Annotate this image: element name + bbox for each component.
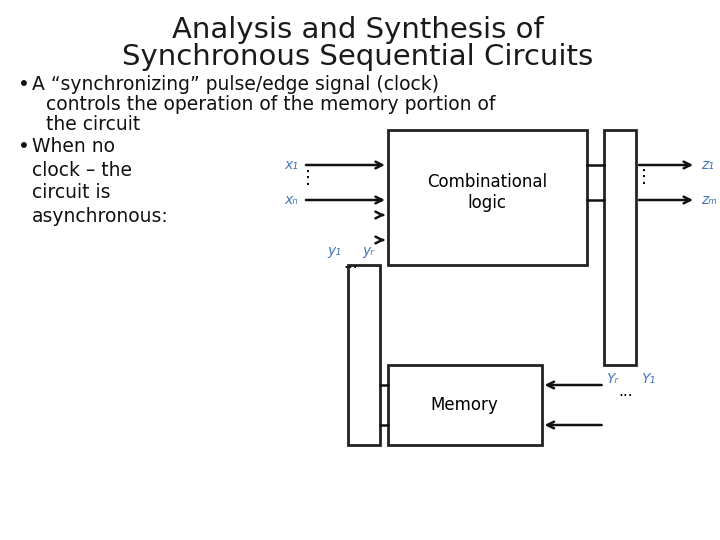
Text: •: • <box>18 76 30 94</box>
Text: controls the operation of the memory portion of: controls the operation of the memory por… <box>46 96 495 114</box>
Text: Combinational
logic: Combinational logic <box>427 173 547 212</box>
Text: Analysis and Synthesis of: Analysis and Synthesis of <box>172 16 544 44</box>
Text: •: • <box>18 138 30 157</box>
Bar <box>387 130 587 265</box>
Text: xₙ: xₙ <box>284 193 298 207</box>
Text: When no: When no <box>32 138 114 157</box>
Text: Yᵣ: Yᵣ <box>606 372 618 386</box>
Text: ⋮: ⋮ <box>300 169 318 187</box>
Text: ...: ... <box>618 384 633 400</box>
Bar <box>387 365 541 445</box>
Text: Memory: Memory <box>431 396 499 414</box>
Text: asynchronous:: asynchronous: <box>32 206 168 226</box>
Text: clock – the: clock – the <box>32 160 132 179</box>
Text: the circuit: the circuit <box>46 116 140 134</box>
Text: ...: ... <box>343 255 359 271</box>
Text: ⋮: ⋮ <box>635 168 653 186</box>
Text: z₁: z₁ <box>701 158 714 172</box>
Text: y₁: y₁ <box>327 244 341 258</box>
Text: circuit is: circuit is <box>32 184 110 202</box>
Text: A “synchronizing” pulse/edge signal (clock): A “synchronizing” pulse/edge signal (clo… <box>32 76 438 94</box>
Text: x₁: x₁ <box>284 158 298 172</box>
Bar <box>348 265 379 445</box>
Text: zₘ: zₘ <box>701 193 716 207</box>
Bar <box>604 130 636 365</box>
Text: Y₁: Y₁ <box>641 372 655 386</box>
Text: Synchronous Sequential Circuits: Synchronous Sequential Circuits <box>122 43 593 71</box>
Text: yᵣ: yᵣ <box>362 244 374 258</box>
